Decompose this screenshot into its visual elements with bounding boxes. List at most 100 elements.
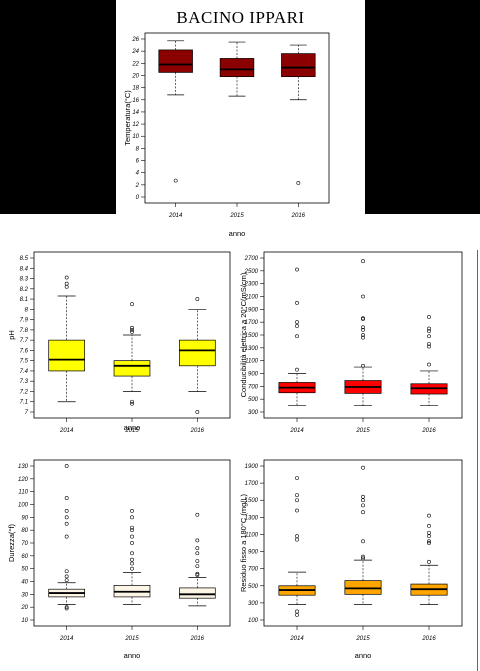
- x-tick-label: 2014: [59, 428, 74, 434]
- outlier-point: [64, 275, 69, 280]
- outlier-point: [130, 561, 134, 566]
- outlier-point: [130, 399, 134, 404]
- outlier-point: [130, 515, 134, 520]
- outlier-point: [173, 178, 178, 183]
- y-tick-label: 500: [248, 584, 259, 590]
- y-tick-label: 700: [248, 567, 259, 573]
- outlier-point: [195, 512, 200, 517]
- outlier-point: [64, 464, 69, 468]
- y-tick-label: 70: [21, 541, 28, 547]
- y-tick-label: 14: [132, 110, 139, 116]
- y-tick-label: 7.5: [20, 359, 29, 365]
- y-tick-label: 900: [248, 372, 259, 378]
- y-tick-label: 80: [21, 528, 28, 534]
- y-tick-label: 6: [136, 159, 140, 165]
- box-2014: [48, 275, 85, 403]
- outlier-point: [361, 316, 365, 321]
- y-tick-label: 16: [132, 98, 139, 104]
- y-tick-label: 2700: [244, 256, 259, 262]
- y-tick-label: 22: [131, 61, 139, 67]
- y-tick-label: 60: [21, 554, 28, 560]
- outlier-point: [361, 494, 365, 499]
- outlier-point: [295, 508, 299, 513]
- y-tick-label: 10: [21, 618, 28, 624]
- y-tick-label: 18: [132, 86, 139, 92]
- black-background-right: [365, 0, 480, 214]
- box-2016: [410, 513, 448, 605]
- y-tick-label: 1300: [245, 346, 259, 352]
- outlier-point: [361, 333, 365, 337]
- outlier-point: [195, 571, 200, 576]
- y-tick-label: 8.5: [20, 256, 29, 262]
- outlier-point: [195, 546, 200, 551]
- x-tick-label: 2014: [289, 636, 304, 642]
- y-tick-label: 8.2: [20, 287, 29, 293]
- box-iqr: [219, 58, 255, 78]
- y-tick-label: 24: [131, 49, 139, 55]
- outlier-point: [427, 342, 431, 346]
- y-tick-label: 20: [20, 605, 28, 611]
- black-background-left: [0, 0, 116, 214]
- outlier-point: [427, 329, 431, 334]
- temperature-panel: [116, 0, 365, 245]
- y-tick-label: 1500: [245, 498, 259, 504]
- y-tick-label: 20: [131, 73, 139, 79]
- x-tick-label: 2015: [124, 636, 139, 642]
- box-2016: [281, 44, 316, 185]
- outlier-point: [64, 515, 69, 520]
- y-tick-label: 1300: [245, 515, 259, 521]
- outlier-point: [427, 539, 431, 544]
- y-tick-label: 90: [21, 515, 28, 521]
- box-2014: [158, 40, 193, 183]
- y-tick-label: 7.1: [20, 400, 28, 406]
- outlier-point: [64, 521, 69, 526]
- y-axis-label: Conducibilità elettrica a 20°C(mS/cm): [239, 272, 248, 397]
- y-tick-label: 8: [136, 146, 140, 152]
- x-tick-label: 2015: [229, 213, 244, 219]
- outlier-point: [64, 509, 69, 513]
- y-tick-label: 100: [18, 503, 29, 509]
- right-border-line: [477, 250, 478, 671]
- outlier-point: [130, 401, 134, 406]
- box-2015: [113, 509, 151, 605]
- outlier-point: [130, 528, 134, 533]
- lower-panels: [0, 245, 480, 671]
- outlier-point: [427, 334, 431, 339]
- y-tick-label: 12: [132, 122, 139, 128]
- y-tick-label: 1900: [245, 307, 259, 313]
- y-tick-label: 7.7: [20, 338, 29, 344]
- outlier-point: [130, 534, 134, 539]
- outlier-point: [361, 503, 365, 508]
- y-tick-label: 130: [18, 464, 29, 470]
- y-tick-label: 100: [248, 618, 259, 624]
- outlier-point: [295, 493, 299, 497]
- y-tick-label: 300: [248, 601, 259, 607]
- outlier-point: [361, 294, 365, 299]
- outlier-point: [295, 609, 299, 614]
- y-tick-label: 1500: [245, 333, 259, 339]
- outlier-point: [427, 559, 431, 564]
- box-2014: [48, 464, 85, 611]
- outlier-point: [295, 498, 299, 503]
- outlier-point: [361, 556, 365, 561]
- outlier-point: [427, 513, 431, 518]
- y-tick-label: 300: [248, 410, 259, 416]
- y-tick-label: 7.8: [20, 328, 29, 334]
- outlier-point: [295, 320, 299, 325]
- y-tick-label: 7.3: [20, 379, 29, 385]
- outlier-point: [130, 557, 134, 562]
- box-iqr: [113, 360, 151, 377]
- outlier-point: [295, 334, 299, 339]
- box-2016: [410, 315, 448, 406]
- box-2015: [344, 465, 382, 605]
- outlier-point: [195, 410, 200, 414]
- boxplot-conducibilita: 300 500 700 900 1100 1300 1500 1700 1900 2100 2300…: [239, 251, 463, 434]
- x-axis-label: anno: [229, 229, 246, 238]
- outlier-point: [295, 476, 299, 480]
- x-axis-label: anno: [124, 423, 141, 432]
- y-tick-label: 120: [18, 477, 29, 483]
- outlier-point: [64, 569, 69, 574]
- x-tick-label: 2014: [59, 636, 74, 642]
- y-tick-label: 50: [21, 567, 28, 573]
- y-tick-label: 30: [21, 592, 28, 598]
